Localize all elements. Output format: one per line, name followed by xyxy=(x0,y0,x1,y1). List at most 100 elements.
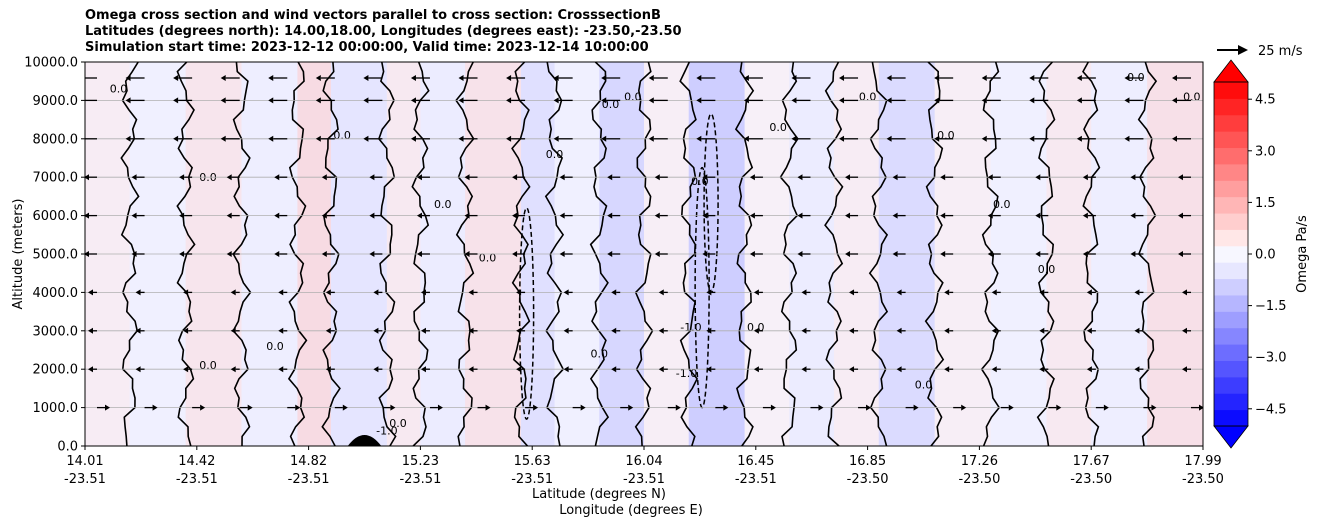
wind-vector-head xyxy=(1130,251,1136,257)
contour-label-6: 0.0 xyxy=(546,148,564,161)
wind-vector-head xyxy=(658,289,664,296)
colorbar-segment xyxy=(1214,376,1248,394)
x-tick-lon: -23.51 xyxy=(64,472,106,487)
wind-vector-head xyxy=(410,135,416,142)
wind-vector-head xyxy=(230,366,236,373)
x-tick-lat: 15.23 xyxy=(402,454,439,469)
colorbar-segment xyxy=(1214,180,1248,198)
wind-vector-head xyxy=(1039,327,1045,334)
wind-vector-head xyxy=(373,289,379,296)
wind-vector-head xyxy=(1008,404,1014,411)
wind-vector-head xyxy=(654,174,660,181)
wind-vector-head xyxy=(410,97,416,104)
wind-vector-head xyxy=(944,327,950,334)
wind-vector-head xyxy=(315,75,321,81)
wind-vector-head xyxy=(839,97,845,104)
wind-vector-head xyxy=(315,135,321,142)
contour-label-neg-0: -1.0 xyxy=(676,367,697,380)
wind-vector-head xyxy=(702,251,708,257)
wind-vector-head xyxy=(179,174,185,181)
wind-vector-head xyxy=(342,404,348,411)
colorbar-tick-label: 4.5 xyxy=(1255,93,1276,108)
wind-vector-head xyxy=(607,212,613,219)
wind-vector-head xyxy=(247,404,253,411)
quiver-key-label: 25 m/s xyxy=(1258,44,1303,59)
wind-vector-head xyxy=(797,174,803,181)
wind-vector-head xyxy=(991,366,997,373)
wind-vector-head xyxy=(506,135,512,142)
wind-vector-head xyxy=(278,327,284,334)
wind-vector-head xyxy=(628,404,634,411)
y-tick-label: 0.0 xyxy=(57,440,78,455)
wind-vector-head xyxy=(892,212,898,219)
wind-vector-head xyxy=(226,174,232,181)
wind-vector-head xyxy=(801,327,807,334)
colorbar-extend-bottom xyxy=(1213,425,1249,449)
y-tick-label: 7000.0 xyxy=(33,171,79,186)
contour-label-16: 0.0 xyxy=(591,348,609,361)
wind-vector-head xyxy=(648,75,654,81)
wind-vector-head xyxy=(675,404,681,411)
wind-vector-head xyxy=(173,75,179,81)
colorbar-segment xyxy=(1214,278,1248,296)
contour-label-2: 0.0 xyxy=(266,340,284,353)
wind-vector-head xyxy=(1134,327,1140,334)
wind-vector-head xyxy=(458,135,464,142)
quiver-key-arrow-head xyxy=(1238,45,1248,55)
contour-dashed-0 xyxy=(518,207,535,420)
wind-vector-head xyxy=(801,366,807,373)
wind-vector-head xyxy=(563,327,569,334)
wind-vector-head xyxy=(961,404,967,411)
wind-vector-head xyxy=(325,366,331,373)
wind-vectors xyxy=(85,75,1203,411)
colorbar-segment xyxy=(1214,311,1248,329)
wind-vector-head xyxy=(696,135,702,142)
colorbar-segment xyxy=(1214,131,1248,149)
wind-vector-head xyxy=(797,251,803,257)
x-tick-lon: -23.50 xyxy=(1182,472,1224,487)
wind-vector-head xyxy=(1082,174,1088,181)
wind-vector-head xyxy=(702,212,708,219)
wind-vector-head xyxy=(85,212,89,219)
wind-vector-head xyxy=(1134,289,1140,296)
colorbar-segment xyxy=(1214,344,1248,361)
colorbar-segment xyxy=(1214,360,1248,378)
colorbar-tick-label: −3.0 xyxy=(1255,351,1287,366)
wind-vector-head xyxy=(268,75,274,81)
x-tick-lon: -23.50 xyxy=(958,472,1000,487)
wind-vector-head xyxy=(295,404,301,411)
wind-vector-head xyxy=(886,75,892,81)
wind-vector-head xyxy=(607,251,613,257)
wind-vector-head xyxy=(1082,251,1088,257)
wind-vector-head xyxy=(1199,404,1203,411)
wind-vector-head xyxy=(179,251,185,257)
wind-vector-head xyxy=(135,327,141,334)
wind-vector-head xyxy=(743,75,749,81)
wind-vector-head xyxy=(1029,75,1035,81)
wind-vector-head xyxy=(533,404,539,411)
wind-vector-head xyxy=(1076,75,1082,81)
wind-vector-head xyxy=(1172,135,1177,142)
colorbar-segment xyxy=(1214,163,1248,181)
wind-vector-head xyxy=(1124,75,1130,81)
y-tick-label: 5000.0 xyxy=(33,248,79,263)
wind-vector-head xyxy=(1039,289,1045,296)
contour-label-5: 0.0 xyxy=(479,252,497,265)
wind-vector-head xyxy=(706,366,712,373)
wind-vector-head xyxy=(702,174,708,181)
x-tick-lat: 16.85 xyxy=(849,454,886,469)
wind-vector-head xyxy=(135,289,141,296)
wind-vector-head xyxy=(420,366,426,373)
wind-vector-head xyxy=(458,97,464,104)
contour-label-20: 0.0 xyxy=(434,198,452,211)
colorbar: 4.5 3.0 1.5 0.0 −1.5 −3.0 −4.5 xyxy=(1213,59,1287,449)
wind-vector-head xyxy=(563,289,569,296)
wind-vector-head xyxy=(934,75,940,81)
wind-vector-head xyxy=(845,212,851,219)
wind-vector-head xyxy=(991,289,997,296)
wind-vector-head xyxy=(373,366,379,373)
wind-vector-head xyxy=(559,212,565,219)
contour-label-9: 0.0 xyxy=(769,121,787,134)
wind-vector-head xyxy=(1130,174,1136,181)
